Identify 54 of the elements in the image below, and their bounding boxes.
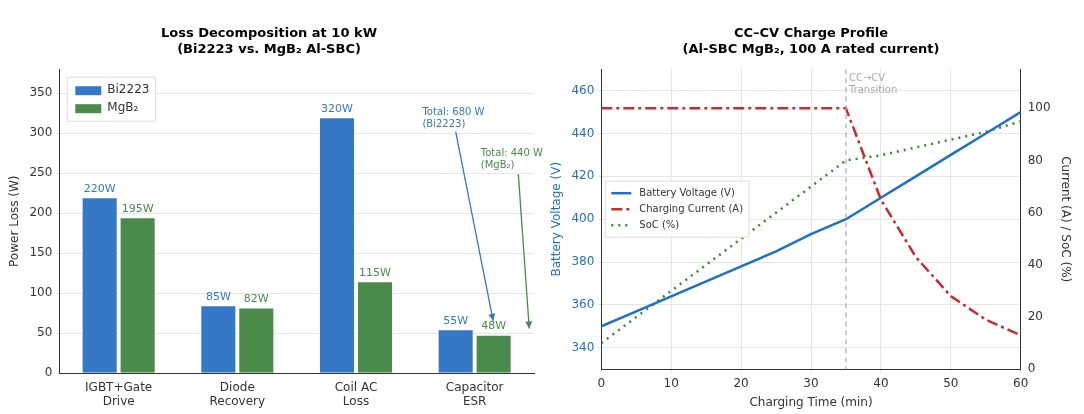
y2-axis-title: Current (A) / SoC (%) (1058, 156, 1073, 283)
data-label: 220W (83, 181, 116, 195)
data-label: 55W (443, 313, 469, 327)
y2-tick-label: 40 (1027, 256, 1043, 271)
x-tick-label: IGBT+Gate Drive (85, 379, 153, 408)
y-tick-label: 380 (571, 254, 595, 269)
y2-tick-label: 80 (1027, 152, 1043, 167)
data-label: 320W (321, 101, 354, 115)
x-tick-label: 50 (943, 375, 959, 390)
x-tick-label: Coil AC Loss (334, 379, 378, 408)
legend-label: MgB₂ (107, 100, 139, 115)
x-tick-label: Capacitor ESR (445, 379, 504, 408)
y-tick-label: 250 (29, 165, 53, 180)
y2-tick-label: 20 (1027, 309, 1043, 324)
legend-label: SoC (%) (639, 218, 680, 230)
y-tick-label: 400 (571, 211, 595, 226)
y-tick-label: 300 (29, 125, 53, 140)
ref-line-label: CC→CV Transition (847, 71, 898, 95)
y-tick-label: 340 (571, 339, 595, 354)
x-tick-label: 40 (873, 375, 889, 390)
y-tick-label: 50 (37, 325, 53, 340)
legend-label: Bi2223 (107, 82, 150, 97)
annotation: Total: 680 W (Bi2223) (422, 105, 485, 130)
y2-tick-label: 100 (1027, 100, 1051, 115)
y2-tick-label: 0 (1027, 361, 1036, 376)
y-axis-title: Power Loss (W) (7, 175, 22, 267)
data-label: 85W (205, 289, 231, 303)
y-tick-label: 150 (29, 245, 53, 260)
x-tick-label: 20 (733, 375, 749, 390)
data-label: 48W (481, 319, 507, 333)
y-tick-label: 200 (29, 205, 53, 220)
x-tick-label: 10 (663, 375, 679, 390)
data-label: 82W (243, 291, 269, 305)
data-label: 115W (359, 265, 392, 279)
y2-tick-label: 60 (1027, 204, 1043, 219)
y-tick-label: 460 (571, 82, 595, 97)
y-axis-title: Battery Voltage (V) (549, 161, 564, 277)
y-tick-label: 350 (29, 85, 53, 100)
annotation: Total: 440 W (MgB₂) (480, 146, 543, 171)
legend-label: Charging Current (A) (639, 202, 744, 214)
x-axis-title: Charging Time (min) (749, 394, 873, 409)
x-tick-label: 60 (1013, 375, 1029, 390)
chart-title: Loss Decomposition at 10 kW (Bi2223 vs. MgB₂ Al-SBC) (161, 25, 377, 56)
x-tick-label: Diode Recovery (209, 379, 266, 408)
y-tick-label: 360 (571, 297, 595, 312)
x-tick-label: 30 (803, 375, 819, 390)
legend-label: Battery Voltage (V) (639, 186, 735, 198)
y-tick-label: 420 (571, 168, 595, 183)
data-label: 195W (121, 201, 154, 215)
y-tick-label: 0 (44, 365, 53, 380)
y-tick-label: 100 (29, 285, 53, 300)
x-tick-label: 0 (597, 375, 606, 390)
chart-title: CC–CV Charge Profile (Al-SBC MgB₂, 100 A rated current) (682, 25, 940, 56)
y-tick-label: 440 (571, 125, 595, 140)
